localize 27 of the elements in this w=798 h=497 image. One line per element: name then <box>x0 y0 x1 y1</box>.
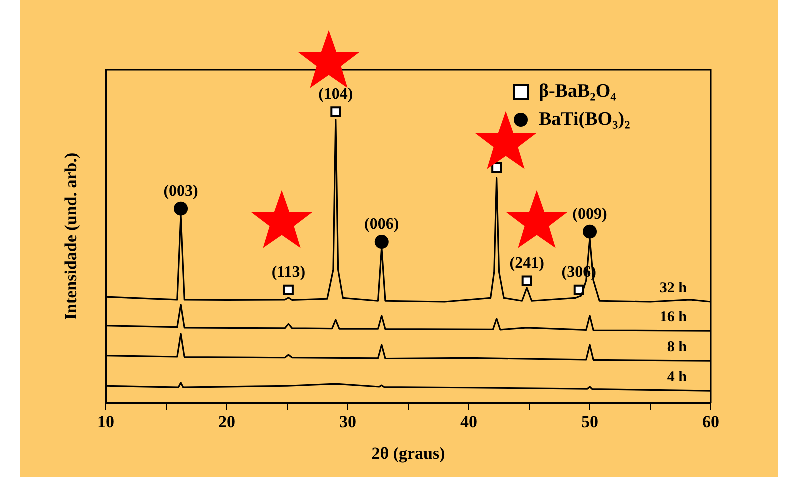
point <box>283 284 294 296</box>
x-tick-label: 20 <box>218 412 236 432</box>
series-label: 8 h <box>667 339 688 356</box>
annotation: (104) <box>318 86 354 104</box>
x-tick-label: 60 <box>702 412 720 432</box>
series-label: 4 h <box>667 369 688 386</box>
series-label: 16 h <box>660 309 688 326</box>
legend-label: β-BaB₂O₄ <box>539 80 617 102</box>
y-axis-title: Intensidade (und. arb.) <box>62 152 81 320</box>
x-tick-label: 50 <box>582 412 598 432</box>
annotation: (241) <box>510 255 544 272</box>
x-tick-label: 30 <box>340 412 356 432</box>
annotation: (006) <box>364 216 400 234</box>
annotation: (009) <box>572 206 608 223</box>
x-tick-label: 40 <box>460 412 478 432</box>
annotation: (113) <box>272 264 306 282</box>
point <box>522 276 532 286</box>
x-axis-title: 2θ (graus) <box>372 444 446 464</box>
legend-label: BaTi(BO₃)₂ <box>539 108 631 130</box>
annotation: (003) <box>164 182 198 200</box>
point <box>374 235 389 250</box>
series-label: 32 h <box>660 280 688 296</box>
point <box>330 106 342 118</box>
x-tick-label: 10 <box>98 412 114 432</box>
point <box>583 224 597 239</box>
point <box>174 202 188 216</box>
point <box>492 162 502 174</box>
